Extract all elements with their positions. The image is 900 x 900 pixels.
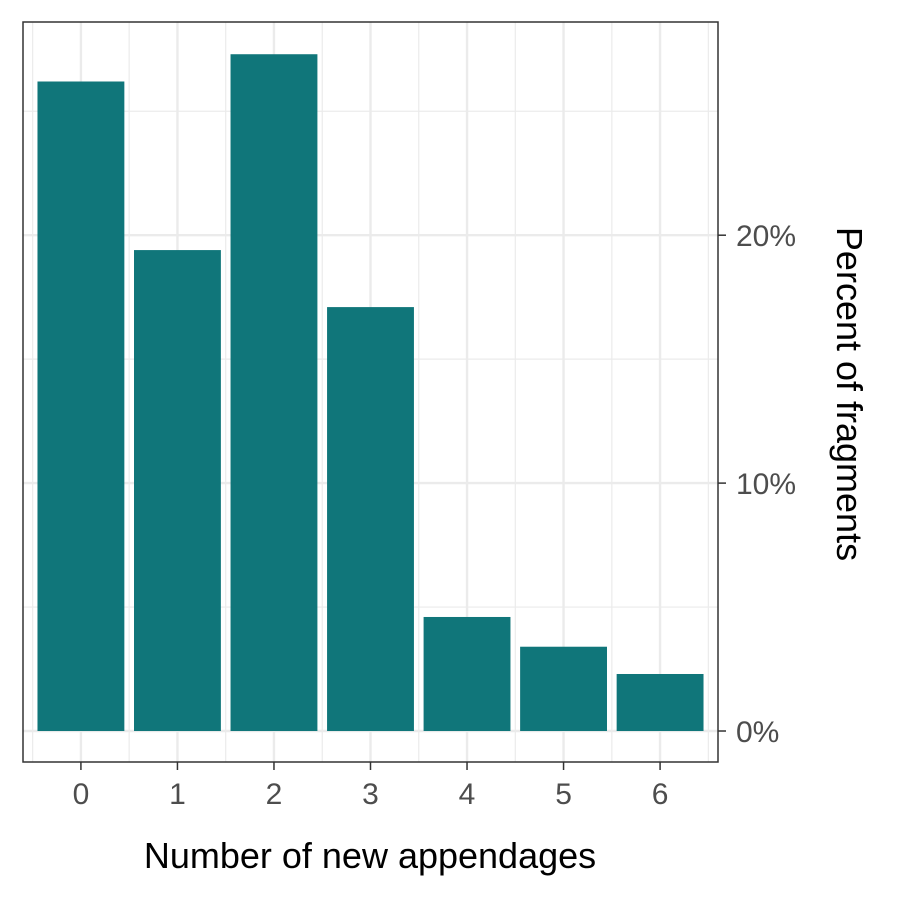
bar-3	[327, 307, 414, 732]
x-tick-label: 1	[169, 778, 186, 811]
x-tick-label: 3	[362, 778, 379, 811]
bar-1	[134, 250, 221, 732]
bar-4	[423, 616, 511, 732]
x-tick-label: 0	[73, 778, 90, 811]
bar-0	[37, 81, 125, 732]
x-tick-label: 4	[459, 778, 476, 811]
bars	[37, 54, 704, 732]
y-axis-title: Percent of fragments	[829, 227, 870, 561]
bar-6	[616, 673, 704, 732]
bar-2	[230, 54, 318, 732]
bar-5	[520, 646, 607, 732]
x-axis-ticks: 0 1 2 3 4 5 6	[73, 762, 669, 811]
x-tick-label: 6	[652, 778, 669, 811]
x-tick-label: 2	[266, 778, 283, 811]
y-tick-label: 0%	[736, 716, 779, 749]
y-axis-ticks: 0% 10% 20%	[718, 220, 796, 749]
y-tick-label: 10%	[736, 468, 796, 501]
y-tick-label: 20%	[736, 220, 796, 253]
x-tick-label: 5	[555, 778, 572, 811]
x-axis-title: Number of new appendages	[144, 835, 596, 876]
